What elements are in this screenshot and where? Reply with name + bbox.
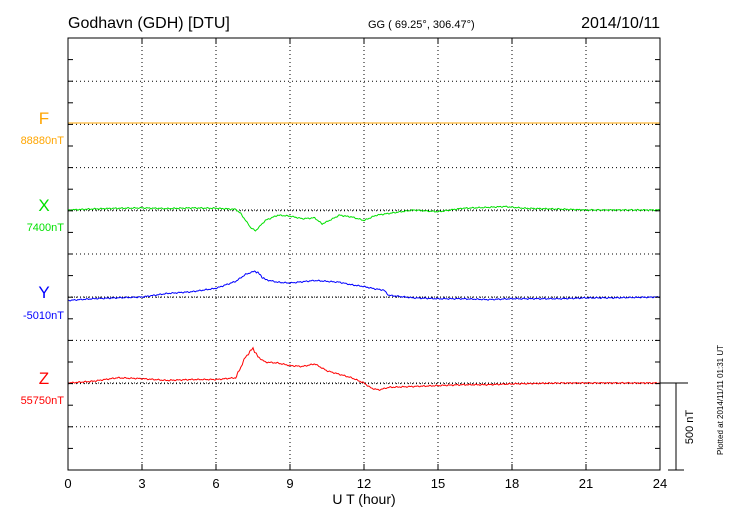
traces [67, 122, 661, 391]
station-coords: GG ( 69.25°, 306.47°) [368, 19, 475, 31]
series-line-y [68, 270, 661, 302]
scale-bar-label: 500 nT [684, 410, 696, 445]
series-labels: F 88880nT X 7400nT Y -5010nT Z 55750nT [21, 109, 65, 407]
x-tick-label: 15 [431, 476, 445, 491]
x-tick-label: 0 [64, 476, 71, 491]
x-axis-label: U T (hour) [332, 491, 395, 507]
x-tick-label: 18 [505, 476, 519, 491]
x-tick-label: 21 [579, 476, 593, 491]
station-title: Godhavn (GDH) [DTU] [68, 15, 230, 32]
series-baseline-label-y: -5010nT [23, 310, 64, 322]
plot-date: 2014/10/11 [581, 15, 660, 32]
x-ticks: 0 3 6 9 12 15 18 21 24 [64, 38, 667, 491]
x-tick-label: 24 [653, 476, 667, 491]
x-tick-label: 6 [212, 476, 219, 491]
series-name-x: X [38, 196, 49, 215]
scale-bar: 500 nT [660, 382, 696, 471]
x-tick-label: 12 [357, 476, 371, 491]
series-name-y: Y [38, 283, 49, 302]
series-baseline-label-x: 7400nT [27, 222, 65, 234]
grid [68, 38, 660, 470]
x-tick-label: 9 [286, 476, 293, 491]
series-name-z: Z [39, 369, 49, 388]
series-baseline-label-f: 88880nT [21, 135, 65, 147]
series-line-x [67, 205, 661, 232]
series-line-z [67, 346, 660, 391]
series-name-f: F [39, 109, 49, 128]
x-tick-label: 3 [138, 476, 145, 491]
series-baseline-label-z: 55750nT [21, 395, 65, 407]
plotted-note: Plotted at 2014/11/11 01:31 UT [716, 345, 725, 455]
